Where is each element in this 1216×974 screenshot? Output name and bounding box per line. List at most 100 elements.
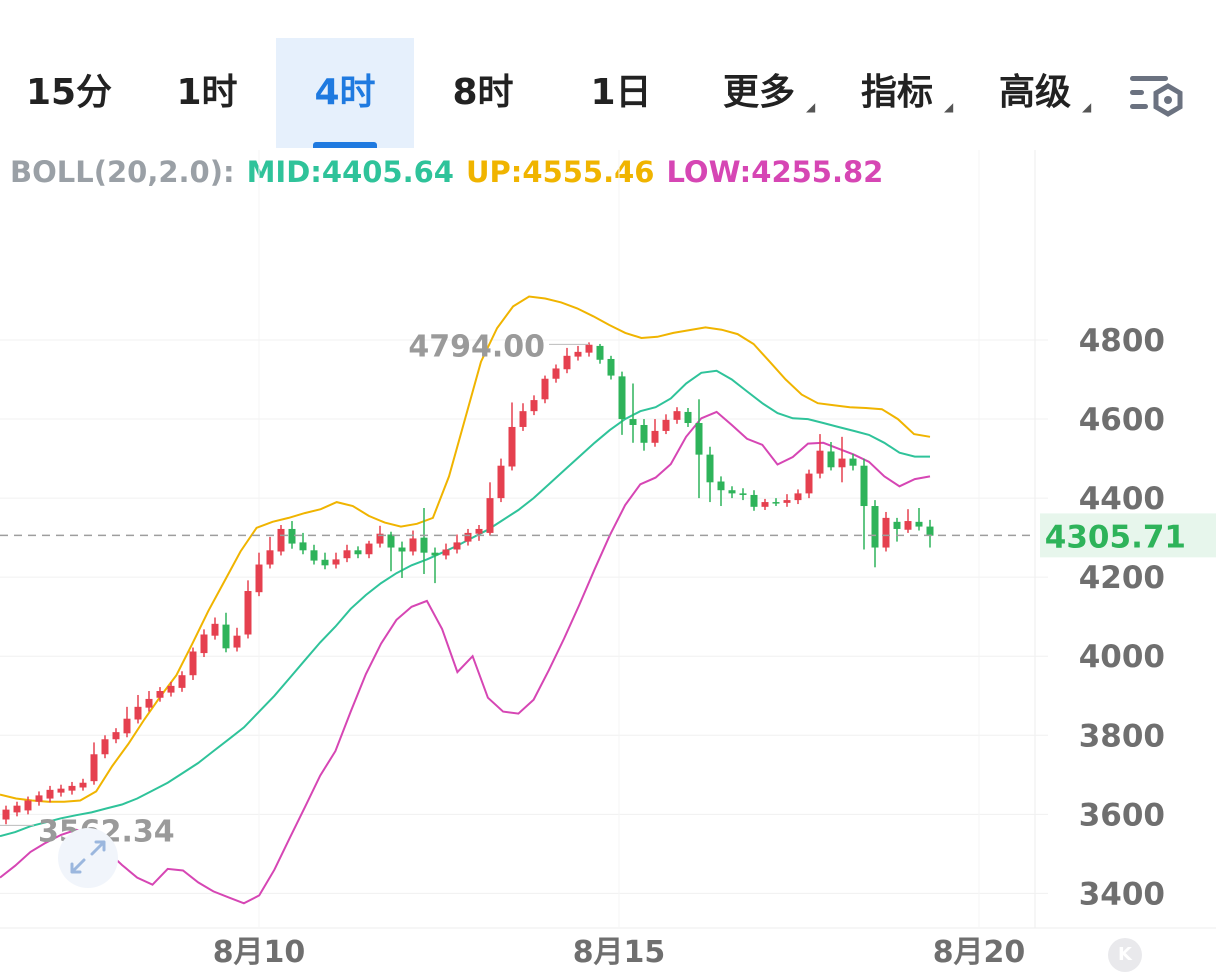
candle-body [376,533,384,544]
candle-body [35,795,43,802]
y-tick-label: 3800 [1079,718,1165,754]
candle-body [563,355,571,370]
candle-body [508,426,516,467]
candle-body [321,559,329,566]
candle-body [46,789,54,799]
candle-body [706,454,714,483]
k-logo-icon[interactable]: K [1108,938,1142,972]
candle-body [772,502,780,504]
boll-name: BOLL(20,2.0): [10,155,235,189]
candle-body [13,805,21,813]
tab-label: 4时 [314,72,376,113]
candle-body [255,564,263,593]
candle-body [68,785,76,791]
collapse-icon-bg [58,828,118,888]
candle-body [519,411,527,427]
candle-body [288,528,296,544]
candle-body [145,698,153,708]
boll-legend: BOLL(20,2.0): MID:4405.64 UP:4555.46 LOW:42… [10,155,895,189]
tab-label: 15分 [25,72,113,113]
candle-body [541,378,549,400]
high-price-label: 4794.00 [408,329,545,364]
x-tick-label: 8月15 [573,935,666,970]
dropdown-corner-icon: ◢ [944,100,954,114]
y-tick-label: 3600 [1079,797,1165,833]
candle-body [233,635,241,648]
candle-body [57,788,65,793]
tab-4h[interactable]: 4时 [276,38,414,148]
timeframe-tab-bar: 15分 1时 4时 8时 1日 更多 ◢ 指标 ◢ 高级 ◢ [0,38,1216,148]
candle-body [398,547,406,552]
candle-body [816,450,824,474]
candle-body [266,550,274,565]
candle-body [618,376,626,420]
tab-more-dropdown[interactable]: 更多 ◢ [690,38,828,148]
candle-body [750,494,758,507]
tab-1d[interactable]: 1日 [552,38,690,148]
candle-body [871,506,879,548]
tab-indicators-dropdown[interactable]: 指标 ◢ [828,38,966,148]
candle-body [453,542,461,550]
candle-body [299,542,307,551]
current-price-tag [1040,513,1216,558]
boll-mid-band [0,369,930,838]
dropdown-corner-icon: ◢ [1082,100,1092,114]
indicator-settings-icon[interactable] [1126,72,1186,122]
candle-body [585,344,593,353]
candle-body [805,473,813,494]
candle-body [904,521,912,530]
candle-body [189,651,197,676]
candle-body [574,351,582,357]
candle-body [926,526,934,536]
candle-body [2,809,10,820]
tab-label: 指标 [860,72,933,113]
tab-1h[interactable]: 1时 [138,38,276,148]
y-tick-label: 4200 [1079,560,1165,596]
tab-label: 高级 [998,72,1071,113]
candle-body [794,493,802,501]
tab-label: 1日 [590,72,652,113]
candle-body [552,368,560,379]
candle-body [442,549,450,556]
collapse-arrows-icon[interactable] [58,828,118,888]
collapse-icon-glyph [70,840,106,874]
x-tick-label: 8月20 [933,935,1026,970]
candle-body [354,550,362,555]
candle-body [662,419,670,431]
candle-body [79,782,87,788]
candle-body [431,552,439,556]
tab-15min[interactable]: 15分 [0,38,138,148]
candle-body [343,550,351,559]
y-tick-label: 4400 [1079,481,1165,517]
x-tick-label: 8月10 [213,935,306,970]
candle-body [596,345,604,360]
candle-body [211,623,219,636]
y-tick-label: 4000 [1079,639,1165,675]
candle-body [882,517,890,548]
boll-low-value: LOW:4255.82 [666,155,884,189]
candle-body [497,465,505,499]
candle-body [365,543,373,555]
tab-advanced-dropdown[interactable]: 高级 ◢ [966,38,1104,148]
candle-body [464,532,472,542]
candle-body [739,493,747,495]
active-tab-indicator [313,142,377,148]
candle-body [178,675,186,688]
boll-upper-band [0,295,931,803]
candle-body [783,500,791,503]
y-tick-label: 3400 [1079,876,1165,912]
candle-body [310,550,318,561]
dropdown-corner-icon: ◢ [806,100,816,114]
tab-8h[interactable]: 8时 [414,38,552,148]
candle-body [915,521,923,527]
candle-body [651,430,659,443]
candle-body [409,538,417,552]
candle-body [90,754,98,782]
candle-body [332,559,340,565]
candle-body [101,739,109,755]
tab-label: 更多 [722,72,795,113]
tab-label: 1时 [176,72,238,113]
candle-body [244,591,252,635]
candle-body [486,498,494,533]
